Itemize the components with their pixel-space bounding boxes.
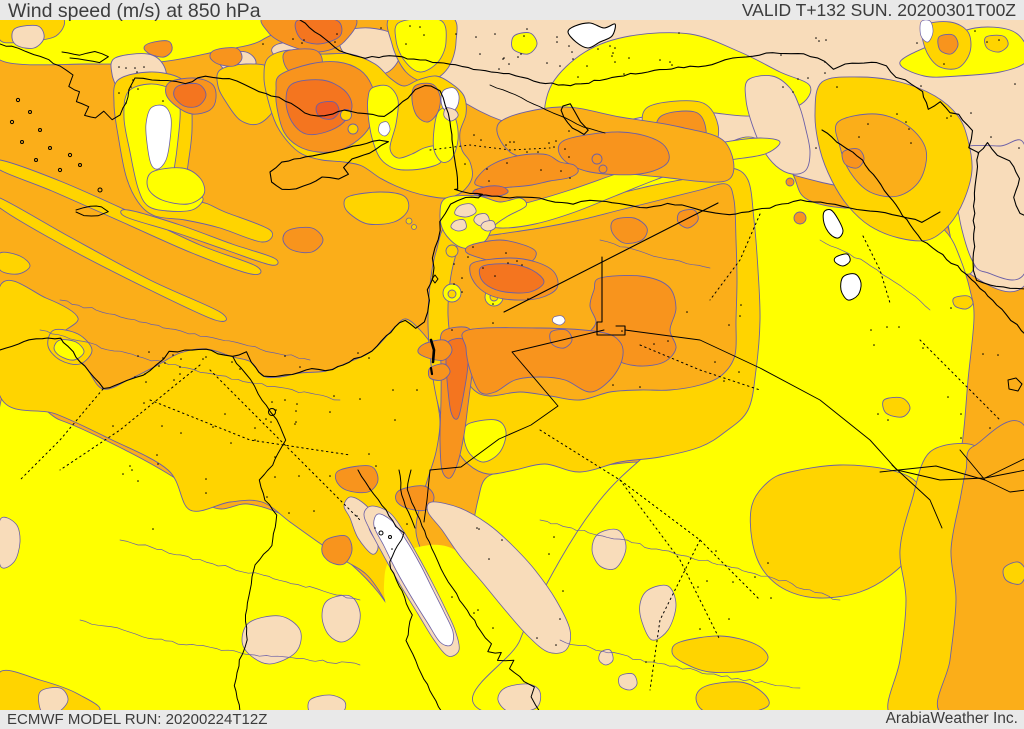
svg-text:VALID T+132 SUN. 20200301T00Z: VALID T+132 SUN. 20200301T00Z [742, 0, 1016, 20]
svg-text:ArabiaWeather Inc.: ArabiaWeather Inc. [886, 710, 1018, 727]
svg-text:Wind speed (m/s) at 850 hPa: Wind speed (m/s) at 850 hPa [8, 0, 261, 22]
svg-text:ECMWF MODEL RUN: 20200224T12Z: ECMWF MODEL RUN: 20200224T12Z [7, 711, 267, 728]
